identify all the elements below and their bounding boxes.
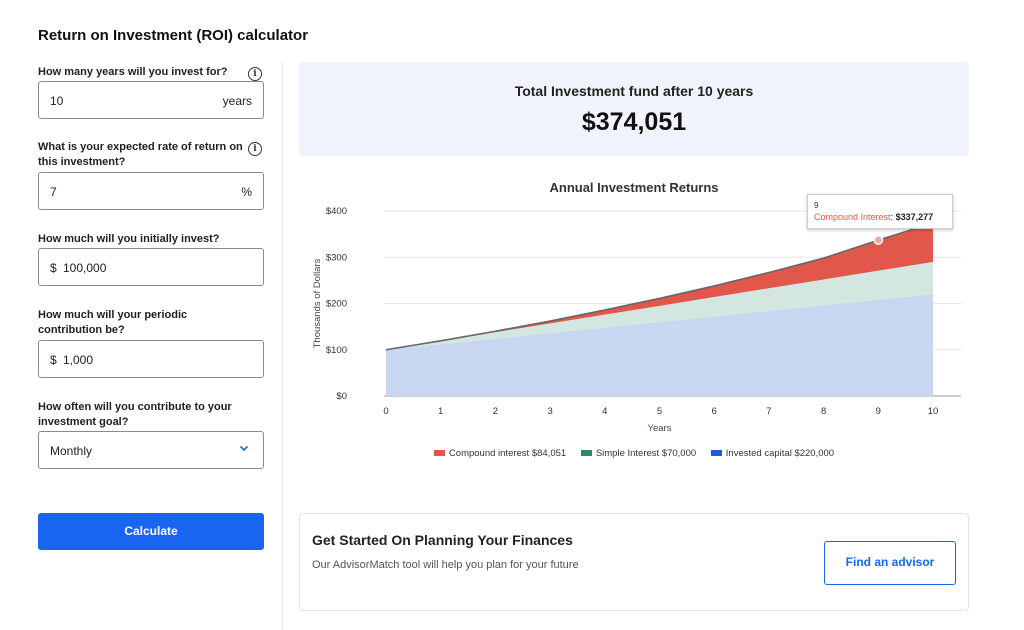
legend-label: Simple Interest $70,000: [595, 448, 697, 459]
contribution-label: How much will your periodic contribution…: [38, 309, 188, 336]
x-tick-label: 3: [547, 406, 552, 417]
years-value: 10: [50, 94, 64, 108]
cta-title: Get Started On Planning Your Finances: [312, 532, 573, 548]
info-icon[interactable]: i: [248, 67, 262, 81]
x-tick-label: 5: [657, 406, 662, 417]
years-input[interactable]: 10 years: [38, 81, 264, 119]
tooltip-value: $337,277: [895, 212, 934, 222]
chevron-down-icon: [239, 445, 249, 452]
legend-swatch: [710, 450, 722, 457]
x-axis-label: Years: [648, 423, 672, 434]
x-tick-label: 0: [383, 406, 388, 417]
contribution-value: 1,000: [63, 353, 94, 367]
tooltip-line: Compound Interest: $337,277: [814, 212, 934, 222]
rate-input[interactable]: 7 %: [38, 172, 264, 210]
initial-value: 100,000: [63, 261, 107, 275]
rate-value: 7: [50, 185, 57, 199]
legend-item-invested[interactable]: Invested capital $220,000: [710, 448, 835, 459]
rate-label-text: What is your expected rate of return on …: [38, 141, 243, 168]
legend-item-compound[interactable]: Compound interest $84,051: [433, 448, 567, 459]
currency-prefix: $: [50, 261, 57, 275]
tooltip-marker: [873, 235, 884, 245]
chart-legend: Compound interest $84,051 Simple Interes…: [299, 448, 969, 459]
years-label-text: How many years will you invest for?: [38, 66, 228, 78]
info-icon[interactable]: i: [248, 142, 262, 156]
calculate-button[interactable]: Calculate: [38, 513, 264, 550]
chart-tooltip: 9 Compound Interest: $337,277: [807, 194, 953, 229]
x-tick-label: 2: [493, 406, 498, 417]
y-tick-label: $100: [326, 345, 347, 356]
x-tick-label: 9: [876, 406, 881, 417]
frequency-value: Monthly: [50, 444, 93, 458]
chart-title: Annual Investment Returns: [549, 180, 719, 195]
initial-label: How much will you initially invest?: [38, 233, 220, 245]
cta-subtitle: Our AdvisorMatch tool will help you plan…: [312, 559, 579, 571]
total-summary: Total Investment fund after 10 years $37…: [299, 62, 969, 156]
years-label: How many years will you invest for? i: [38, 65, 264, 81]
rate-suffix: %: [241, 185, 252, 199]
page-title: Return on Investment (ROI) calculator: [38, 27, 309, 44]
total-label: Total Investment fund after 10 years: [514, 83, 754, 99]
y-tick-label: $400: [326, 206, 347, 217]
years-suffix: years: [222, 94, 252, 108]
total-line: [385, 222, 934, 351]
initial-investment-input[interactable]: $ 100,000: [38, 248, 264, 286]
contribution-input[interactable]: $ 1,000: [38, 340, 264, 378]
legend-label: Invested capital $220,000: [725, 448, 835, 459]
frequency-select[interactable]: Monthly: [38, 431, 264, 469]
x-tick-label: 8: [821, 406, 826, 417]
currency-prefix: $: [50, 353, 57, 367]
area-invested-capital: [386, 294, 933, 396]
tooltip-series: Compound Interest: [814, 212, 891, 222]
y-tick-label: $200: [326, 299, 347, 310]
rate-label: What is your expected rate of return on …: [38, 140, 264, 170]
tooltip-year: 9: [814, 201, 819, 210]
y-tick-label: $300: [326, 252, 347, 263]
advisor-cta: Get Started On Planning Your Finances Ou…: [299, 513, 969, 611]
x-tick-label: 6: [712, 406, 717, 417]
total-value: $374,051: [581, 108, 687, 136]
frequency-label: How often will you contribute to your in…: [38, 401, 232, 428]
y-axis-label: Thousands of Dollars: [312, 258, 323, 348]
legend-item-simple[interactable]: Simple Interest $70,000: [580, 448, 697, 459]
legend-swatch: [580, 450, 592, 457]
x-tick-label: 1: [438, 406, 443, 417]
y-tick-label: $0: [336, 391, 347, 402]
legend-label: Compound interest $84,051: [448, 448, 567, 459]
find-advisor-button[interactable]: Find an advisor: [824, 541, 956, 585]
divider: [282, 62, 283, 630]
legend-swatch: [433, 450, 445, 457]
x-tick-label: 10: [928, 406, 939, 417]
x-tick-label: 4: [602, 406, 607, 417]
returns-chart: $0 $100 $200 $300 $400 0 1 2 3 4 5 6 7 8 9 10 Years Thous…: [312, 206, 961, 434]
x-tick-label: 7: [766, 406, 771, 417]
